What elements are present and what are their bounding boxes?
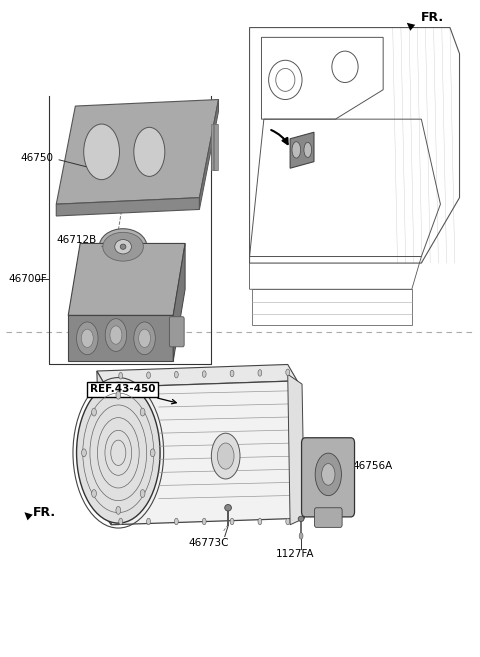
Polygon shape xyxy=(199,99,218,210)
Ellipse shape xyxy=(92,408,96,416)
Ellipse shape xyxy=(76,322,98,355)
Polygon shape xyxy=(211,124,215,170)
Ellipse shape xyxy=(134,322,156,355)
Polygon shape xyxy=(213,124,216,170)
Polygon shape xyxy=(97,365,297,388)
Polygon shape xyxy=(56,198,199,216)
Polygon shape xyxy=(56,99,218,204)
Text: FR.: FR. xyxy=(421,11,444,24)
Ellipse shape xyxy=(103,233,144,261)
Text: 46700F: 46700F xyxy=(9,275,48,284)
Text: 46756A: 46756A xyxy=(315,461,392,471)
Ellipse shape xyxy=(299,533,303,539)
Ellipse shape xyxy=(146,518,150,525)
Ellipse shape xyxy=(116,392,120,399)
Text: 46750: 46750 xyxy=(21,153,89,168)
Polygon shape xyxy=(97,371,111,525)
Ellipse shape xyxy=(174,371,178,378)
Ellipse shape xyxy=(211,433,240,479)
Ellipse shape xyxy=(217,443,234,469)
Polygon shape xyxy=(68,315,173,361)
Ellipse shape xyxy=(110,326,122,344)
Ellipse shape xyxy=(298,516,304,522)
Ellipse shape xyxy=(292,142,300,158)
Ellipse shape xyxy=(230,518,234,525)
Polygon shape xyxy=(173,244,185,361)
Ellipse shape xyxy=(140,408,145,416)
Polygon shape xyxy=(288,374,304,525)
Text: REF.43-450: REF.43-450 xyxy=(90,384,176,404)
Text: FR.: FR. xyxy=(33,507,56,520)
Polygon shape xyxy=(214,124,218,170)
Ellipse shape xyxy=(304,143,312,158)
Ellipse shape xyxy=(225,505,231,511)
Ellipse shape xyxy=(99,229,147,265)
Ellipse shape xyxy=(174,518,178,525)
Ellipse shape xyxy=(84,124,120,179)
Polygon shape xyxy=(290,132,314,168)
Ellipse shape xyxy=(76,382,160,523)
Ellipse shape xyxy=(258,370,262,376)
Ellipse shape xyxy=(286,518,289,525)
Ellipse shape xyxy=(230,370,234,376)
Ellipse shape xyxy=(139,329,151,348)
Ellipse shape xyxy=(286,369,289,376)
Ellipse shape xyxy=(120,244,126,250)
Polygon shape xyxy=(68,244,185,315)
Ellipse shape xyxy=(322,464,335,485)
FancyBboxPatch shape xyxy=(314,508,342,528)
Ellipse shape xyxy=(202,371,206,377)
Ellipse shape xyxy=(92,489,96,497)
FancyBboxPatch shape xyxy=(169,317,184,347)
Ellipse shape xyxy=(116,507,120,514)
Ellipse shape xyxy=(134,127,165,176)
Ellipse shape xyxy=(315,453,341,495)
Ellipse shape xyxy=(150,449,155,457)
Ellipse shape xyxy=(82,449,86,457)
Ellipse shape xyxy=(119,518,122,525)
Ellipse shape xyxy=(258,518,262,525)
Ellipse shape xyxy=(119,373,122,379)
Ellipse shape xyxy=(202,518,206,525)
Ellipse shape xyxy=(140,489,145,497)
FancyBboxPatch shape xyxy=(301,438,355,517)
Polygon shape xyxy=(107,381,302,525)
Ellipse shape xyxy=(146,372,150,378)
Ellipse shape xyxy=(105,319,127,351)
Text: 46712B: 46712B xyxy=(56,235,104,247)
Ellipse shape xyxy=(81,329,93,348)
Ellipse shape xyxy=(115,240,132,254)
Text: 1127FA: 1127FA xyxy=(276,549,314,559)
Text: 46773C: 46773C xyxy=(189,538,229,548)
